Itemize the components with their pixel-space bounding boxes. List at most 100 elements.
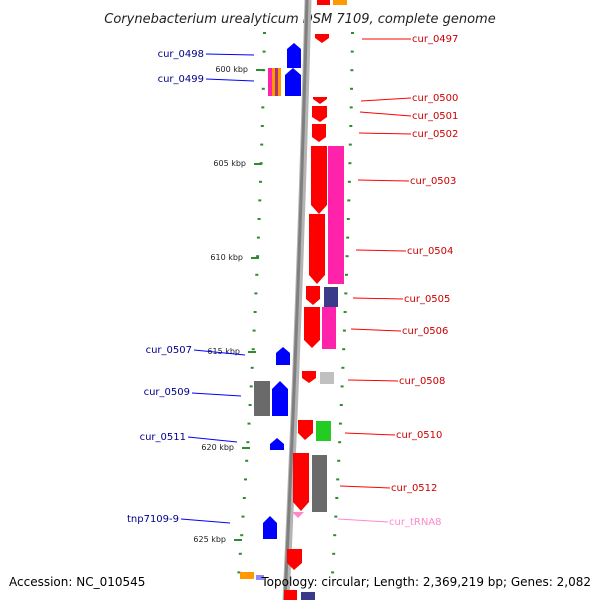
tick-track-left-dot: [238, 552, 242, 555]
label-cur_0505: cur_0505: [404, 294, 450, 305]
leader-cur_0500: [360, 97, 412, 102]
scale-label-600: 600 kbp: [215, 65, 248, 74]
cds-partial-bottom-red: [284, 590, 297, 600]
leader-cur_0509: [191, 392, 242, 397]
leader-cur_0512: [339, 485, 391, 489]
scale-label-605: 605 kbp: [213, 159, 246, 168]
label-cur_0510: cur_0510: [396, 430, 442, 441]
leader-cur_0498: [205, 53, 255, 56]
tick-track-left-dot: [240, 534, 244, 537]
tick-track-right-dot: [338, 422, 342, 425]
label-cur_0508: cur_0508: [399, 376, 445, 387]
cds-navy-block: [324, 287, 338, 307]
tick-track-right-dot: [345, 255, 349, 258]
label-cur_0497: cur_0497: [412, 34, 458, 45]
tick-track-left-dot: [259, 180, 262, 183]
label-cur_0503: cur_0503: [410, 176, 456, 187]
cds-cur_0510: [298, 420, 313, 440]
tick-track-right-dot: [335, 497, 339, 499]
tick-track-left-dot: [254, 292, 258, 295]
tick-track-left-dot: [253, 311, 257, 313]
leader-tnp7109-9: [180, 518, 231, 524]
scale-label-615: 615 kbp: [207, 347, 240, 356]
leader-cur_0511: [187, 436, 238, 443]
cds-magenta-block: [328, 146, 344, 284]
leader-cur_tRNA8: [337, 518, 389, 523]
tick-track-right-dot: [349, 106, 353, 109]
tick-track-left-dot: [263, 32, 266, 34]
label-cur_0509: cur_0509: [144, 387, 190, 398]
tick-track-right-dot: [346, 218, 350, 220]
label-cur_0506: cur_0506: [402, 326, 448, 337]
tick-track-left-dot: [256, 255, 260, 258]
leader-cur_0501: [359, 111, 412, 117]
leader-cur_0507: [193, 349, 246, 356]
tick-track-right-dot: [347, 180, 351, 183]
map-title: Corynebacterium urealyticum DSM 7109, co…: [104, 12, 495, 27]
scale-label-625: 625 kbp: [193, 535, 226, 544]
tick-tracks: [237, 32, 354, 574]
cds-cur_0506: [304, 307, 320, 348]
tick-track-right-dot: [334, 515, 338, 518]
tick-track-right-dot: [350, 87, 353, 90]
tick-track-right-dot: [345, 273, 348, 276]
cds-grey-small: [320, 372, 334, 384]
label-tnp7109-9: tnp7109-9: [127, 514, 179, 525]
leader-cur_0510: [344, 432, 396, 436]
tick-track-right-dot: [347, 199, 351, 202]
tick-track-left-dot: [260, 125, 264, 127]
label-cur_0499: cur_0499: [158, 74, 204, 85]
tick-track-left-dot: [255, 273, 259, 276]
tick-track-right-dot: [332, 552, 336, 555]
tick-track-right-dot: [342, 348, 346, 351]
tick-track-left-dot: [251, 348, 255, 351]
cds-cur_0512: [293, 453, 309, 511]
cds-green-block: [316, 421, 331, 441]
tick-track-left-dot: [252, 329, 256, 332]
cds-grey-minus-block: [254, 381, 270, 416]
tick-track-left-dot: [256, 236, 260, 239]
cds-partial-top-orange: [333, 0, 347, 5]
label-cur_tRNA8: cur_tRNA8: [389, 517, 442, 528]
tick-track-left-dot: [262, 50, 266, 53]
tick-track-left-dot: [237, 571, 241, 574]
tick-track-right-dot: [351, 32, 354, 34]
label-cur_0502: cur_0502: [412, 129, 458, 140]
accession-text: Accession: NC_010545: [9, 575, 145, 589]
cds-multicolor-stripe-3: [275, 68, 278, 96]
leader-cur_0502: [358, 132, 412, 135]
tick-track-left-dot: [261, 106, 265, 109]
genome-summary-text: Topology: circular; Length: 2,369,219 bp…: [260, 575, 591, 589]
cds-grey-block: [312, 455, 327, 512]
tick-track-right-dot: [337, 459, 341, 462]
cds-cur_0504: [309, 214, 325, 284]
tick-track-right-dot: [339, 404, 343, 406]
tick-track-right-dot: [348, 143, 352, 146]
tick-track-left-dot: [249, 385, 253, 388]
cds-orange-small: [240, 572, 254, 579]
tick-track-right-dot: [348, 162, 352, 165]
tick-track-right-dot: [336, 478, 340, 481]
tick-track-left-dot: [250, 366, 254, 369]
cds-cur_0499: [285, 68, 301, 96]
leader-cur_0504: [355, 249, 407, 252]
tick-track-right-dot: [350, 69, 354, 72]
cds-partial-top-red: [317, 0, 330, 5]
tick-track-left-dot: [261, 87, 265, 90]
cds-cur_0509: [272, 381, 288, 416]
cds-cur_0497: [315, 34, 329, 43]
label-cur_0500: cur_0500: [412, 93, 458, 104]
tick-track-left-dot: [257, 218, 261, 220]
cds-multicolor-stripe-1: [268, 68, 272, 96]
backbone-ring: [283, 0, 309, 600]
cds-cur_0503: [311, 146, 327, 214]
cds-bottom-red: [287, 549, 302, 570]
cds-cur_0502: [312, 124, 326, 142]
cds-partial-bottom-navy: [301, 592, 315, 600]
cds-multicolor-stripe-2: [272, 68, 275, 96]
tick-track-left-dot: [244, 478, 247, 481]
cds-cur_0507: [276, 347, 290, 365]
tick-track-left-dot: [246, 441, 250, 444]
